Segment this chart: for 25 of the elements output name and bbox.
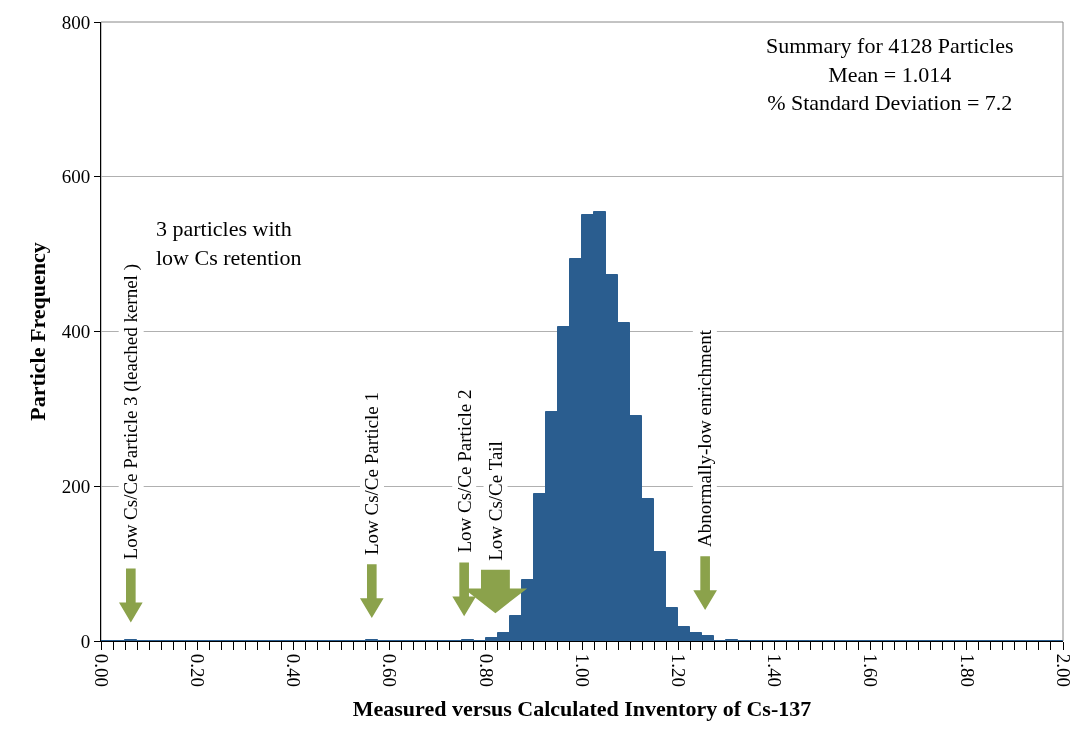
annotation: Low Cs/Ce Tail <box>485 441 507 561</box>
annotation: Low Cs/Ce Particle 1 <box>361 392 383 556</box>
annotation: Low Cs/Ce Particle 3 (leached kernel ) <box>120 264 143 560</box>
annotation: Abnormally-low enrichment <box>694 329 716 547</box>
y-tick-label: 600 <box>61 166 91 188</box>
x-tick-label: 0.40 <box>283 653 305 688</box>
annotation: Summary for 4128 Particles Mean = 1.014 % Standard Deviation = 7.2 <box>766 33 1014 116</box>
annotation: Low Cs/Ce Particle 2 <box>453 389 475 553</box>
y-tick-label: 0 <box>80 630 91 652</box>
x-tick-label: 0.20 <box>187 653 209 688</box>
x-tick-label: 1.20 <box>668 653 690 688</box>
x-tick-label: 1.80 <box>956 653 978 688</box>
x-tick-label: 0.00 <box>90 653 112 688</box>
y-tick-label: 400 <box>61 321 91 343</box>
x-tick-label: 1.60 <box>860 653 882 688</box>
x-axis-title: Measured versus Calculated Inventory of Cs-137 <box>352 695 812 721</box>
x-tick-label: 1.00 <box>571 653 593 688</box>
y-tick-label: 200 <box>61 475 91 497</box>
annotation: 3 particles with low Cs retention <box>156 216 302 270</box>
y-axis-title: Particle Frequency <box>24 242 50 421</box>
x-tick-label: 2.00 <box>1052 653 1074 688</box>
x-tick-label: 0.60 <box>379 653 401 688</box>
y-tick-label: 800 <box>61 11 91 33</box>
x-tick-label: 0.80 <box>475 653 497 688</box>
x-tick-label: 1.40 <box>764 653 786 688</box>
